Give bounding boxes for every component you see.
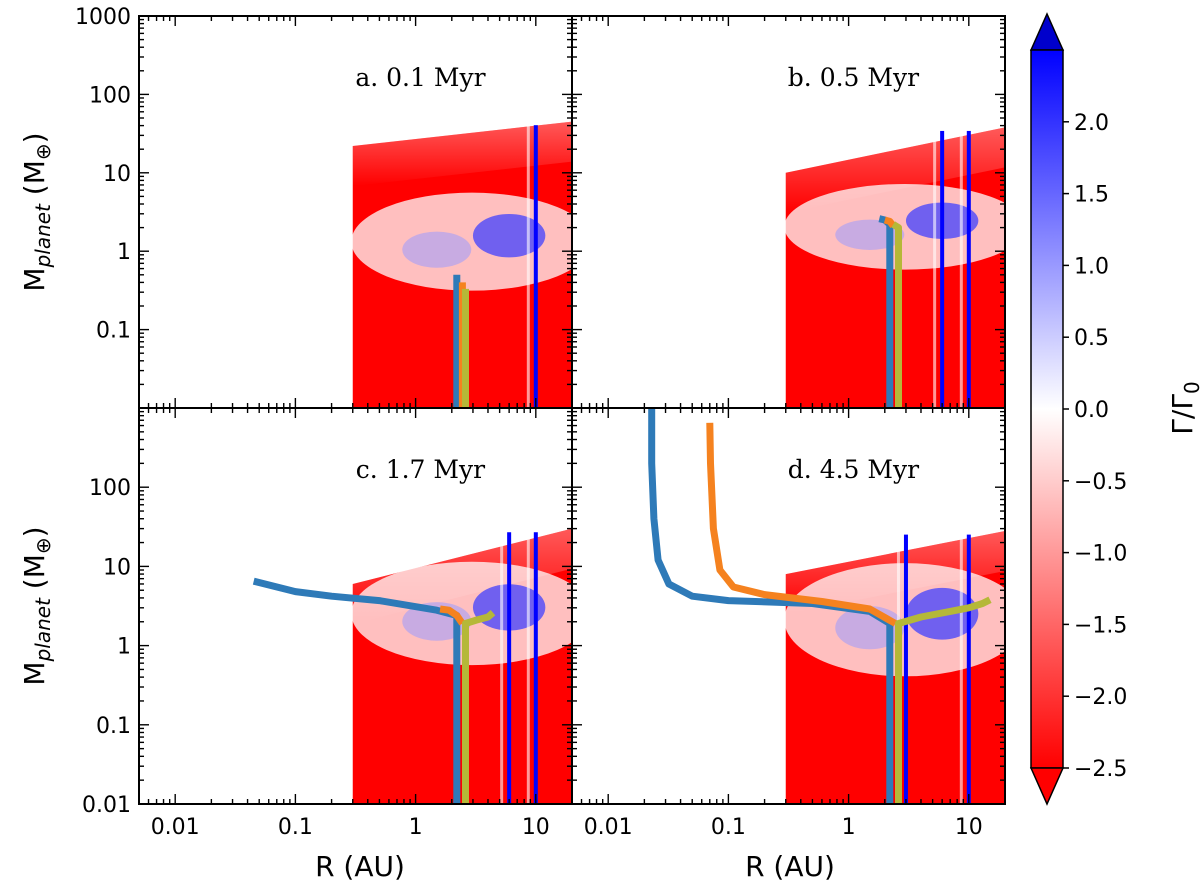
track-orange bbox=[706, 422, 898, 627]
colorbar-tick-label: 1.5 bbox=[1074, 183, 1109, 208]
ring-feature-edge bbox=[933, 130, 937, 408]
panel-d: d. 4.5 Myr 0.01 0.1 1 10 bbox=[571, 407, 1006, 840]
panels-group: a. 0.1 Myr 1000 100 10 1 0.1 b. 0.5 Myr c. 1.7 … bbox=[75, 5, 1006, 840]
y-tick-label: 100 bbox=[89, 476, 131, 501]
panel-frame bbox=[571, 407, 1006, 805]
x-tick-label: 0.1 bbox=[278, 815, 313, 840]
torque-field-fade bbox=[352, 121, 572, 186]
x-tick-label: 1 bbox=[842, 815, 856, 840]
panel-d-field bbox=[648, 408, 1005, 804]
y-axis-label-bottom: Mplanet (M⊕) bbox=[18, 526, 55, 685]
colorbar-tick-label: 0.0 bbox=[1074, 398, 1109, 423]
y-label-unit-sym: ⊕ bbox=[31, 537, 55, 554]
colorbar-tick-label: −2.0 bbox=[1074, 685, 1127, 710]
y-label-unit-sym: ⊕ bbox=[31, 143, 55, 160]
ring-feature bbox=[966, 534, 971, 804]
panel-title: b. 0.5 Myr bbox=[788, 63, 919, 92]
y-tick-label: 10 bbox=[103, 555, 131, 580]
y-label-main: M bbox=[18, 267, 51, 291]
ring-feature-edge bbox=[959, 130, 963, 408]
zero-torque-band bbox=[784, 183, 1005, 270]
ring-feature-edge bbox=[526, 125, 530, 408]
panel-a-field bbox=[351, 121, 572, 408]
panel-title: a. 0.1 Myr bbox=[355, 63, 485, 92]
colorbar: 2.0 1.5 1.0 0.5 0.0 −0.5 −1.0 −1.5 −2.0 −2.5 Γ/Γ0 bbox=[1029, 12, 1200, 806]
ring-feature bbox=[966, 130, 971, 408]
panel-b: b. 0.5 Myr bbox=[571, 15, 1006, 409]
y-tick-label: 10 bbox=[103, 162, 131, 187]
y-tick-label: 1 bbox=[117, 240, 131, 265]
y-label-unit-open: (M bbox=[18, 160, 51, 204]
ring-feature bbox=[533, 532, 538, 804]
y-label-unit-open: (M bbox=[18, 554, 51, 598]
zero-torque-band bbox=[351, 561, 572, 666]
track-olive bbox=[895, 596, 992, 804]
ring-feature-edge bbox=[500, 532, 504, 804]
ring-feature-edge bbox=[959, 534, 963, 804]
colorbar-tick-label: 2.0 bbox=[1074, 111, 1109, 136]
colorbar-tick-label: −0.5 bbox=[1074, 470, 1127, 495]
track-olive bbox=[462, 610, 496, 804]
weak-positive-band bbox=[402, 231, 472, 268]
track-orange bbox=[439, 605, 466, 626]
ring-feature bbox=[533, 125, 538, 408]
y-tick-label: 0.1 bbox=[96, 319, 131, 344]
x-tick-label: 10 bbox=[522, 815, 550, 840]
panel-d-ticks bbox=[571, 407, 1006, 805]
y-tick-label: 0.1 bbox=[96, 714, 131, 739]
track-orange bbox=[883, 216, 896, 229]
panel-c: c. 1.7 Myr 100 10 1 0.1 0.01 0.01 0.1 1 10 bbox=[82, 407, 573, 840]
x-tick-label: 0.01 bbox=[151, 815, 200, 840]
y-axis-label-top: Mplanet (M⊕) bbox=[18, 132, 55, 291]
colorbar-ticks: 2.0 1.5 1.0 0.5 0.0 −0.5 −1.0 −1.5 −2.0 −2.5 bbox=[1063, 111, 1127, 782]
colorbar-label-sub: 0 bbox=[1180, 381, 1200, 394]
x-tick-label: 1 bbox=[409, 815, 423, 840]
y-label-sub: planet bbox=[31, 203, 55, 268]
ring-feature bbox=[940, 130, 945, 408]
panel-title: d. 4.5 Myr bbox=[788, 455, 919, 484]
x-tick-label: 0.01 bbox=[584, 815, 633, 840]
colorbar-tick-label: 1.0 bbox=[1074, 254, 1109, 279]
colorbar-tick-label: −2.5 bbox=[1074, 757, 1127, 782]
x-axis-label-right: R (AU) bbox=[745, 850, 835, 883]
y-label-main: M bbox=[18, 661, 51, 685]
y-tick-label: 1 bbox=[117, 635, 131, 660]
ring-feature bbox=[507, 532, 512, 804]
panel-title: c. 1.7 Myr bbox=[356, 455, 485, 484]
colorbar-tick-label: −1.0 bbox=[1074, 542, 1127, 567]
colorbar-bar bbox=[1030, 49, 1064, 769]
y-tick-label: 100 bbox=[89, 83, 131, 108]
y-label-unit-close: ) bbox=[18, 526, 51, 537]
colorbar-label: Γ/Γ0 bbox=[1166, 381, 1200, 434]
ring-feature-edge bbox=[526, 532, 530, 804]
x-axis-label-left: R (AU) bbox=[315, 850, 405, 883]
panel-c-field bbox=[252, 528, 572, 804]
x-tick-label: 0.1 bbox=[711, 815, 746, 840]
y-label-unit-close: ) bbox=[18, 132, 51, 143]
ring-feature bbox=[903, 534, 908, 804]
colorbar-extend-bottom bbox=[1029, 767, 1065, 806]
zero-torque-band bbox=[351, 192, 572, 291]
colorbar-tick-label: 0.5 bbox=[1074, 326, 1109, 351]
y-tick-label: 1000 bbox=[75, 5, 131, 30]
x-tick-label: 10 bbox=[955, 815, 983, 840]
panel-b-field bbox=[784, 127, 1005, 408]
colorbar-label-main: Γ/Γ bbox=[1166, 394, 1199, 435]
colorbar-tick-label: −1.5 bbox=[1074, 613, 1127, 638]
track-olive bbox=[891, 221, 902, 408]
y-label-sub: planet bbox=[31, 597, 55, 662]
colorbar-extend-top bbox=[1029, 12, 1065, 51]
y-tick-label: 0.01 bbox=[82, 793, 131, 818]
panel-a: a. 0.1 Myr 1000 100 10 1 0.1 bbox=[75, 5, 573, 409]
